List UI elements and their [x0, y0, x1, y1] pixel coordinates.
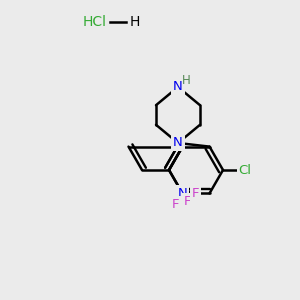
- Text: F: F: [192, 187, 199, 200]
- Text: F: F: [172, 198, 180, 211]
- Text: Cl: Cl: [238, 164, 251, 176]
- Text: HCl: HCl: [83, 15, 107, 29]
- Text: H: H: [130, 15, 140, 29]
- Text: H: H: [182, 74, 190, 86]
- Text: N: N: [173, 80, 183, 94]
- Text: N: N: [178, 187, 188, 200]
- Text: N: N: [173, 136, 183, 149]
- Text: F: F: [184, 195, 191, 208]
